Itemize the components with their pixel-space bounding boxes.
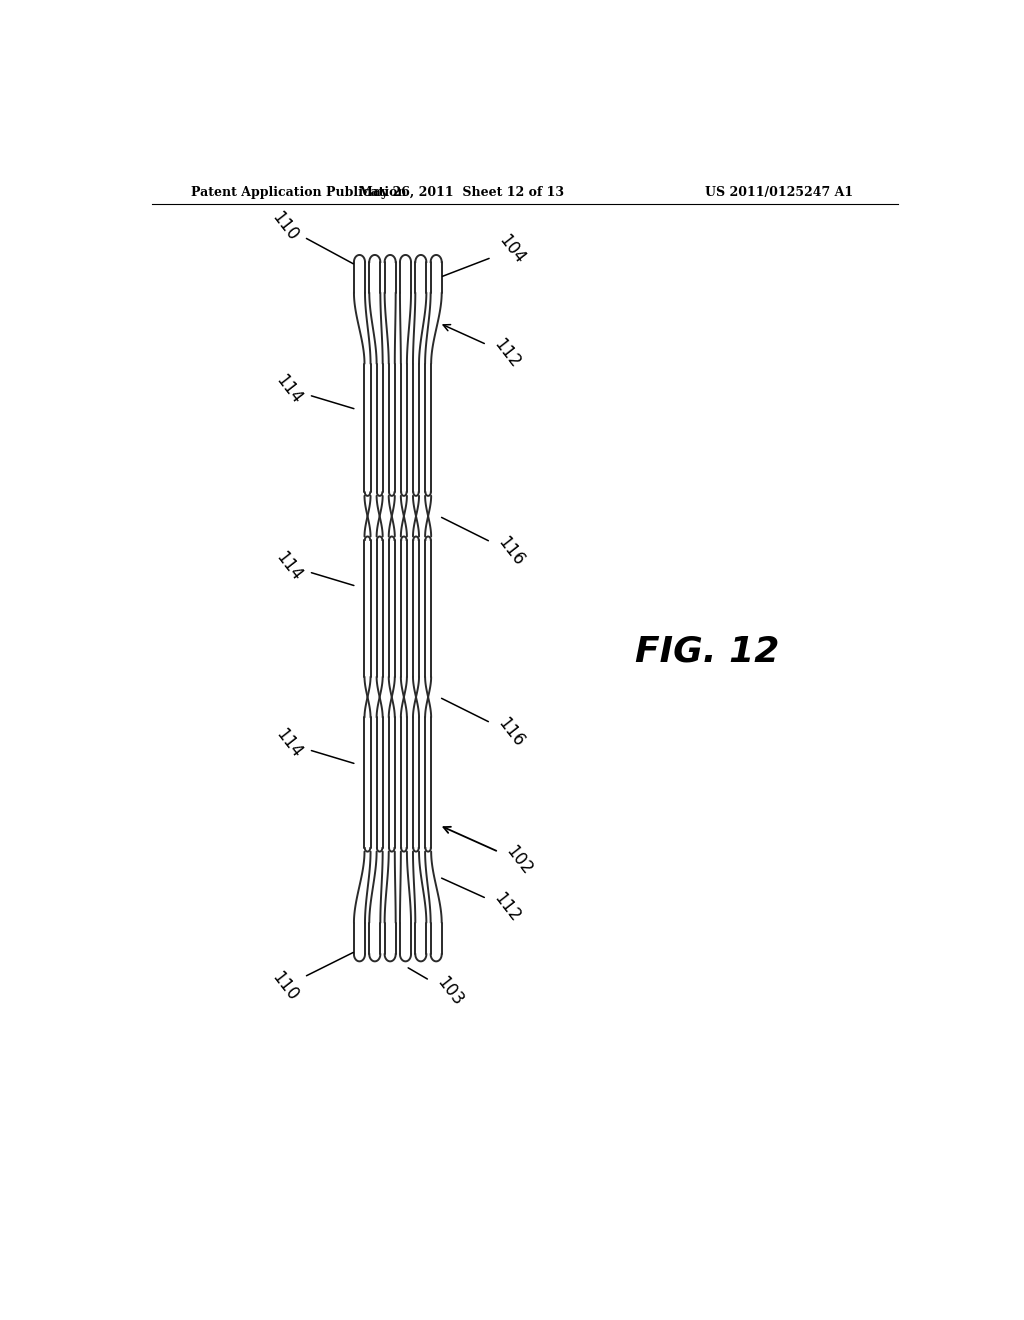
Text: 114: 114 [272,371,354,409]
Text: 110: 110 [267,953,353,1005]
Text: US 2011/0125247 A1: US 2011/0125247 A1 [705,186,853,199]
Text: 102: 102 [443,826,536,879]
Text: 112: 112 [441,878,523,925]
Text: FIG. 12: FIG. 12 [635,635,779,668]
Text: Patent Application Publication: Patent Application Publication [191,186,407,199]
Text: 104: 104 [442,232,528,276]
Text: 112: 112 [443,325,523,372]
Text: 114: 114 [272,548,354,586]
Text: 116: 116 [441,698,527,751]
Text: 110: 110 [267,209,353,264]
Text: May 26, 2011  Sheet 12 of 13: May 26, 2011 Sheet 12 of 13 [358,186,564,199]
Text: 116: 116 [441,517,527,570]
Text: 103: 103 [409,968,466,1010]
Text: 114: 114 [272,726,354,763]
